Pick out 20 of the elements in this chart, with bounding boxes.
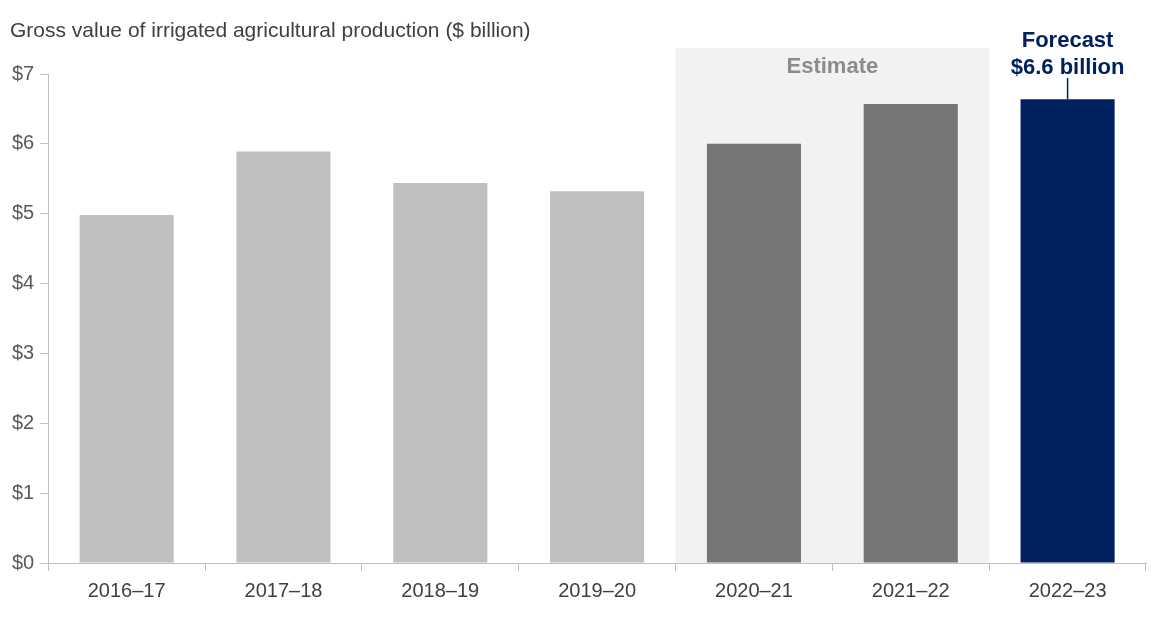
y-tick-label: $1 bbox=[12, 480, 35, 503]
x-tick-label: 2016–17 bbox=[87, 578, 166, 601]
bar bbox=[706, 143, 801, 563]
x-tick-label: 2022–23 bbox=[1028, 578, 1107, 601]
y-tick-label: $2 bbox=[12, 410, 35, 433]
x-tick-label: 2019–20 bbox=[558, 578, 637, 601]
annotation: Forecast $6.6 billion bbox=[1010, 27, 1125, 80]
y-tick-label: $4 bbox=[12, 271, 35, 294]
y-tick-label: $0 bbox=[12, 550, 35, 573]
x-tick-label: 2021–22 bbox=[871, 578, 950, 601]
y-tick-label: $6 bbox=[12, 131, 35, 154]
x-tick-label: 2018–19 bbox=[401, 578, 480, 601]
y-tick-label: $7 bbox=[12, 61, 35, 84]
bar bbox=[863, 104, 958, 563]
x-tick-label: 2020–21 bbox=[715, 578, 793, 601]
band-label: Estimate bbox=[786, 53, 879, 79]
x-tick-label: 2017–18 bbox=[244, 578, 323, 601]
y-tick-label: $5 bbox=[12, 201, 35, 224]
y-tick-label: $3 bbox=[12, 340, 35, 363]
y-axis-title: Gross value of irrigated agricultural production ($ billion) bbox=[10, 18, 531, 42]
